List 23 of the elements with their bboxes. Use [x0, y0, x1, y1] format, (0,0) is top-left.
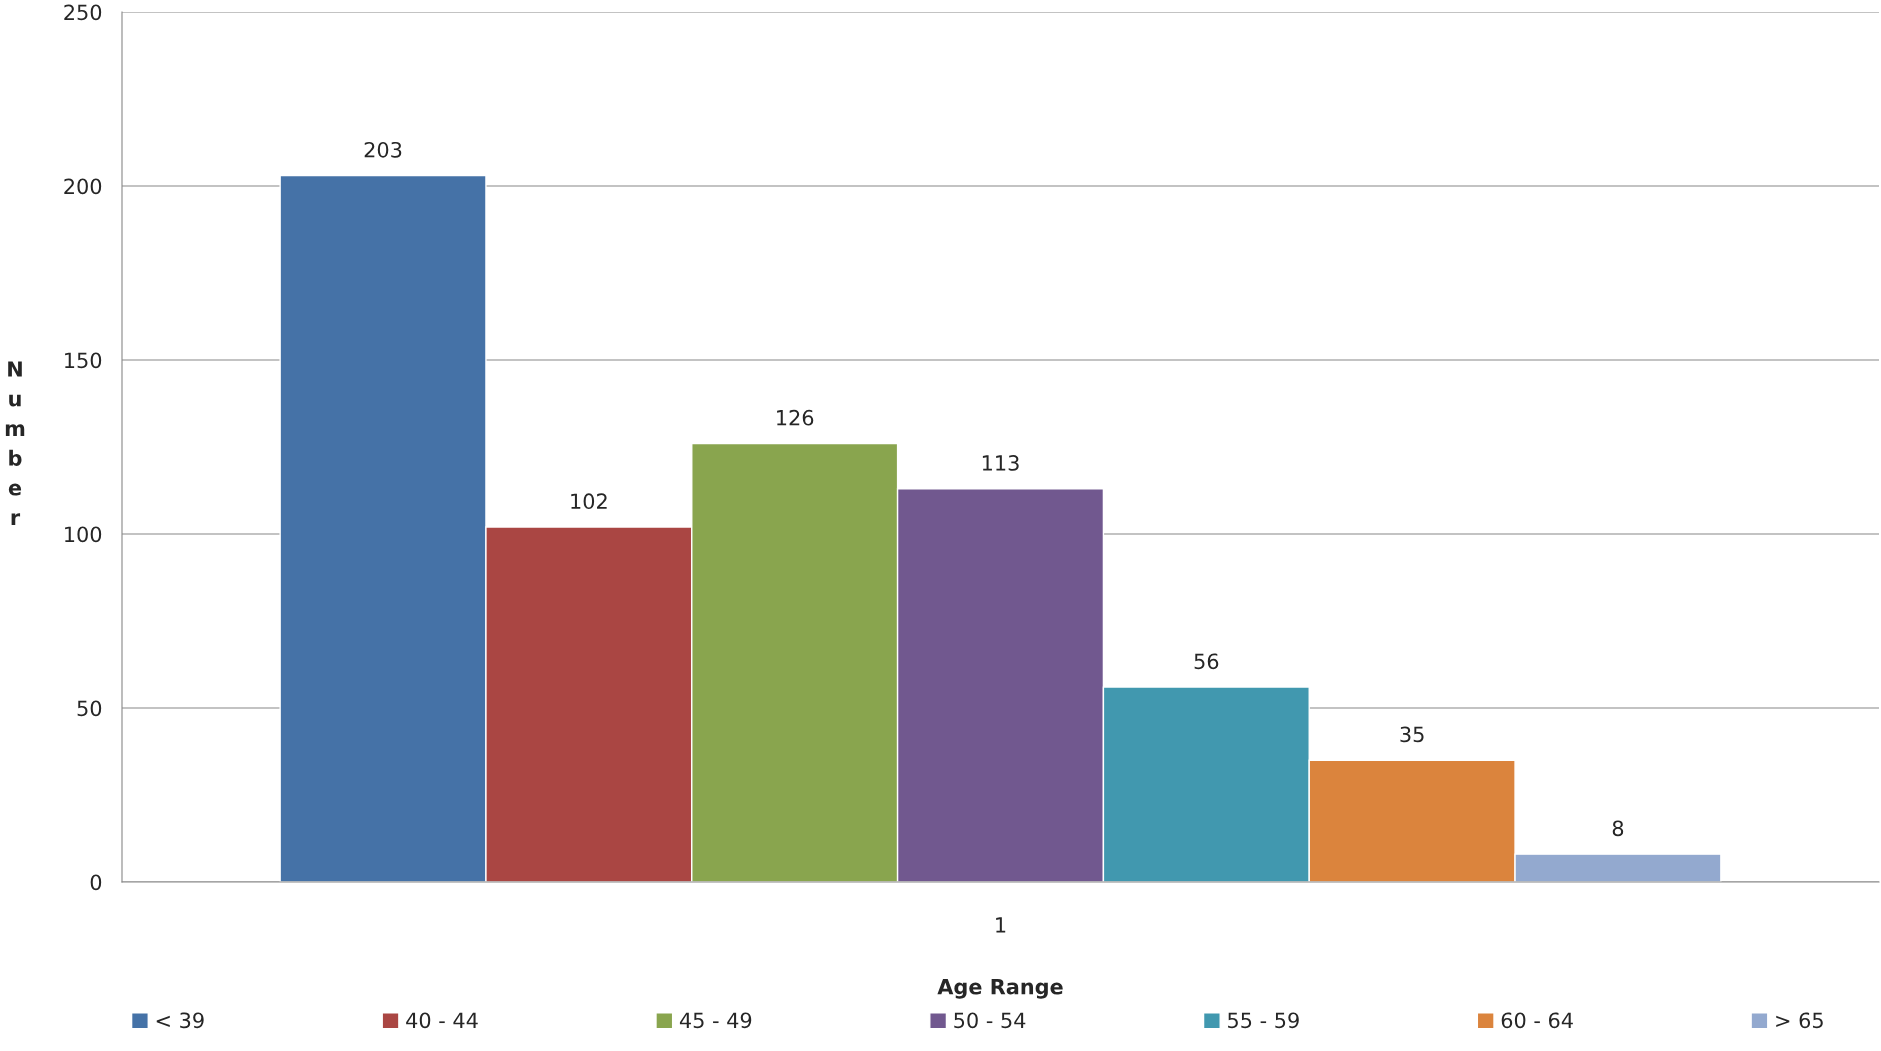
legend-label: < 39: [156, 1012, 204, 1029]
data-label: 113: [982, 455, 1019, 471]
data-label: 126: [777, 409, 814, 426]
legend-label: 60 - 64: [1501, 1012, 1573, 1029]
y-tick-label: 150: [65, 352, 102, 369]
y-tick-label: 200: [64, 178, 102, 195]
data-label: 35: [1400, 726, 1424, 743]
y-tick-label: 250: [64, 4, 102, 21]
legend-label: 50 - 54: [954, 1012, 1026, 1029]
data-label: 8: [1612, 820, 1624, 837]
y-tick-label: 100: [65, 526, 102, 543]
legend-label: 55 - 59: [1228, 1012, 1299, 1029]
x-tick-label: 1: [996, 917, 1006, 933]
y-tick-label: 0: [90, 874, 102, 891]
y-axis-title: Number: [5, 361, 25, 525]
data-label: 203: [364, 141, 402, 158]
data-label: 102: [571, 493, 607, 510]
legend-label: 40 - 44: [406, 1012, 478, 1029]
y-tick-label: 50: [77, 700, 102, 717]
legend-label: 45 - 49: [679, 1012, 752, 1029]
data-label: 56: [1194, 653, 1219, 670]
legend-label: > 65: [1776, 1012, 1823, 1029]
x-axis-title: Age Range: [937, 979, 1063, 999]
